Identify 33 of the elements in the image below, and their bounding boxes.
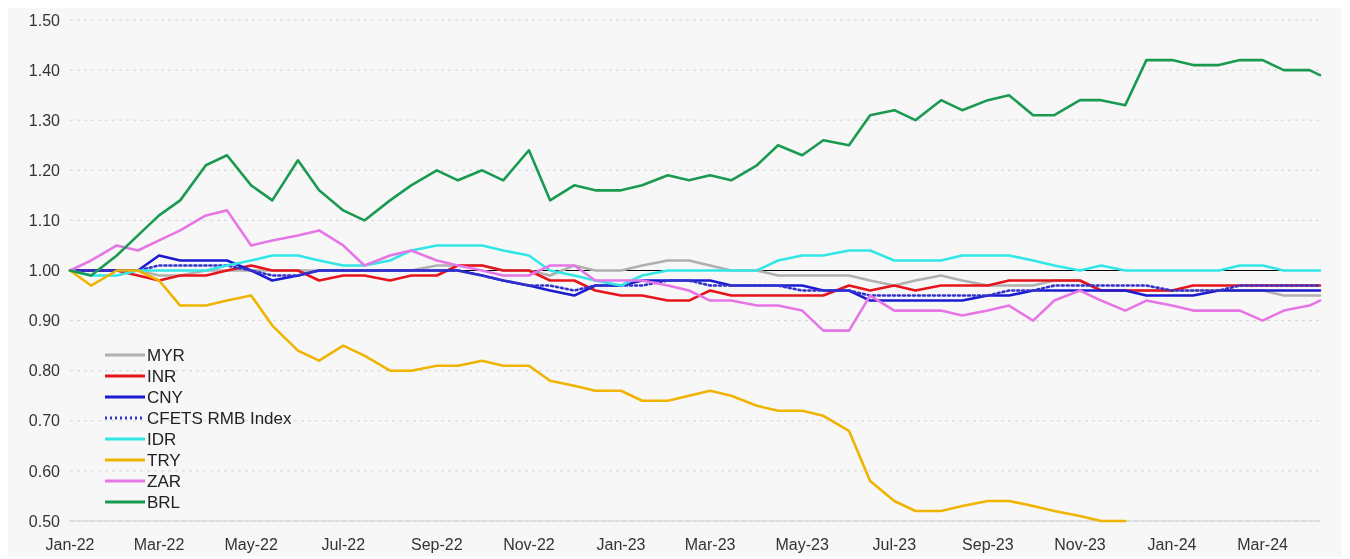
x-tick-label: Mar-22 bbox=[133, 536, 185, 553]
y-tick-label: 1.10 bbox=[28, 212, 61, 229]
y-tick-label: 1.30 bbox=[28, 111, 61, 129]
legend-label: CFETS RMB Index bbox=[147, 408, 293, 428]
y-tick-label: 1.50 bbox=[28, 11, 61, 29]
x-tick-label: Jan-24 bbox=[1147, 536, 1197, 553]
y-tick-label: 1.00 bbox=[28, 262, 61, 280]
y-tick-label: 0.90 bbox=[28, 312, 61, 330]
legend-label: IDR bbox=[147, 429, 177, 449]
x-tick-label: Jul-23 bbox=[872, 536, 917, 553]
legend-label: CNY bbox=[147, 387, 183, 407]
x-tick-label: Mar-24 bbox=[1237, 536, 1289, 553]
x-tick-label: Jan-23 bbox=[596, 536, 646, 553]
y-tick-label: 0.80 bbox=[28, 362, 61, 380]
y-tick-label: 0.60 bbox=[28, 462, 61, 480]
legend-label: MYR bbox=[147, 345, 185, 365]
y-tick-label: 0.50 bbox=[28, 512, 61, 530]
x-tick-label: Sep-23 bbox=[962, 536, 1014, 553]
y-tick-label: 0.70 bbox=[28, 412, 61, 430]
x-tick-label: May-22 bbox=[224, 536, 278, 553]
legend-label: ZAR bbox=[147, 471, 181, 491]
x-tick-label: Mar-23 bbox=[684, 536, 736, 553]
y-tick-label: 1.40 bbox=[28, 61, 61, 79]
x-tick-label: Jul-22 bbox=[321, 536, 366, 553]
y-tick-label: 1.20 bbox=[28, 161, 61, 179]
legend-label: TRY bbox=[147, 450, 181, 470]
x-tick-label: Sep-22 bbox=[411, 536, 463, 553]
x-tick-label: Nov-22 bbox=[503, 536, 555, 553]
x-tick-label: May-23 bbox=[775, 536, 829, 553]
x-tick-label: Jan-22 bbox=[45, 536, 95, 553]
legend-label: BRL bbox=[147, 492, 181, 512]
legend-label: INR bbox=[147, 366, 177, 386]
x-tick-label: Nov-23 bbox=[1054, 536, 1106, 553]
